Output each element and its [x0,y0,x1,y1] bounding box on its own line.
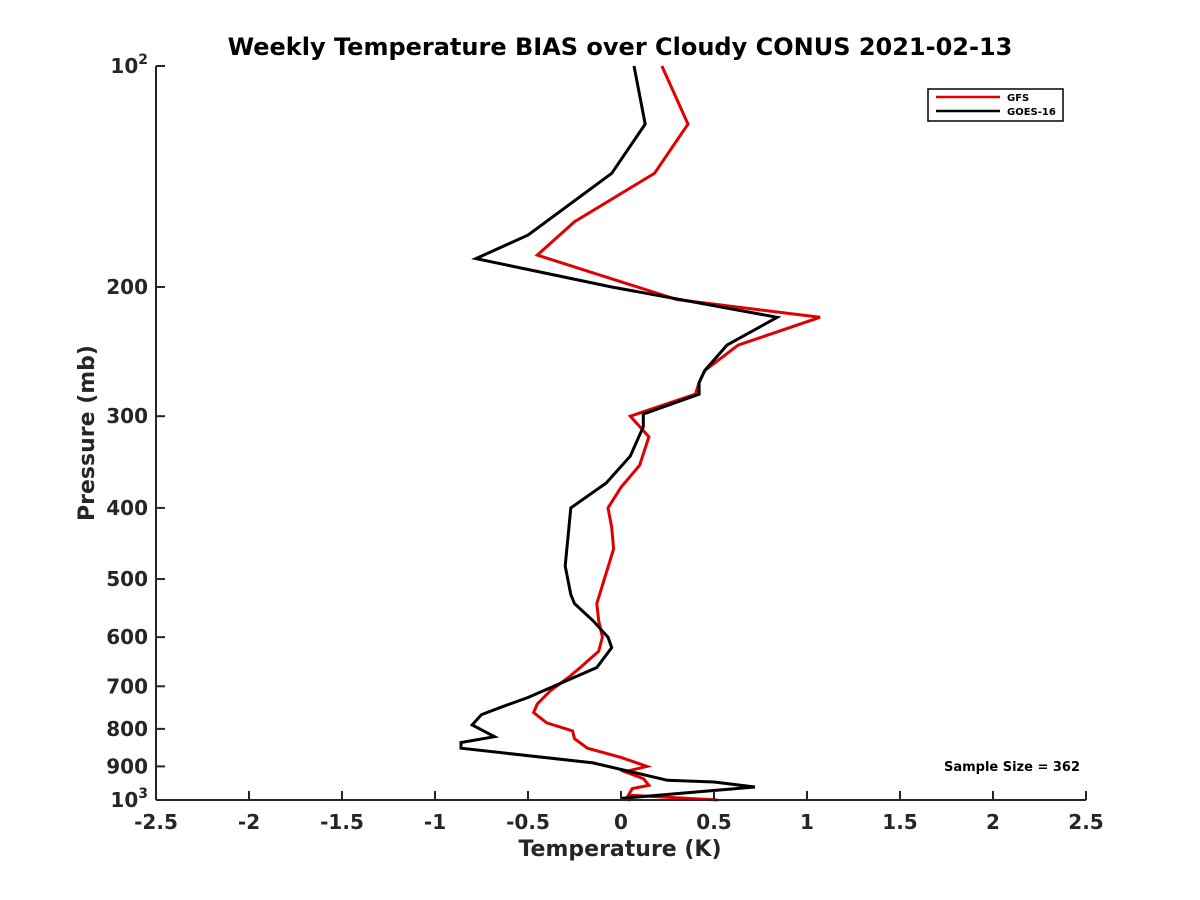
legend: GFS GOES-16 [927,88,1064,122]
legend-label-goes-16: GOES-16 [1007,107,1056,118]
y-tick-label: 600 [106,625,148,649]
x-tick-label: -2 [238,810,260,834]
y-tick-label: 103 [110,786,148,812]
y-tick-label: 500 [106,567,148,591]
y-tick-label: 700 [106,674,148,698]
x-axis-ticks: -2.5 -2 -1.5 -1 -0.5 0 0.5 1 1.5 2 2.5 [134,791,1104,834]
y-tick-label: 800 [106,717,148,741]
series-line-gfs [531,65,821,802]
y-tick-label: 400 [106,496,148,520]
sample-size-annotation: Sample Size = 362 [944,760,1080,775]
chart-title: Weekly Temperature BIAS over Cloudy CONU… [228,33,1013,61]
x-tick-label: -1.5 [320,810,364,834]
x-tick-label: 1 [800,810,814,834]
y-tick-label: 900 [106,754,148,778]
x-tick-label: -0.5 [506,810,550,834]
series-line-goes-16 [459,65,782,802]
series-layer [459,65,821,802]
x-tick-label: 2 [986,810,1000,834]
x-tick-label: -2.5 [134,810,178,834]
x-tick-label: 2.5 [1068,810,1103,834]
y-tick-label: 200 [106,275,148,299]
x-tick-label: 1.5 [882,810,917,834]
x-tick-label: 0.5 [696,810,731,834]
y-axis-label: Pressure (mb) [75,345,100,521]
y-tick-label: 300 [106,404,148,428]
x-axis-label: Temperature (K) [518,837,721,862]
x-tick-label: 0 [614,810,628,834]
legend-box [927,88,1064,122]
x-tick-label: -1 [424,810,446,834]
legend-label-gfs: GFS [1007,93,1029,104]
